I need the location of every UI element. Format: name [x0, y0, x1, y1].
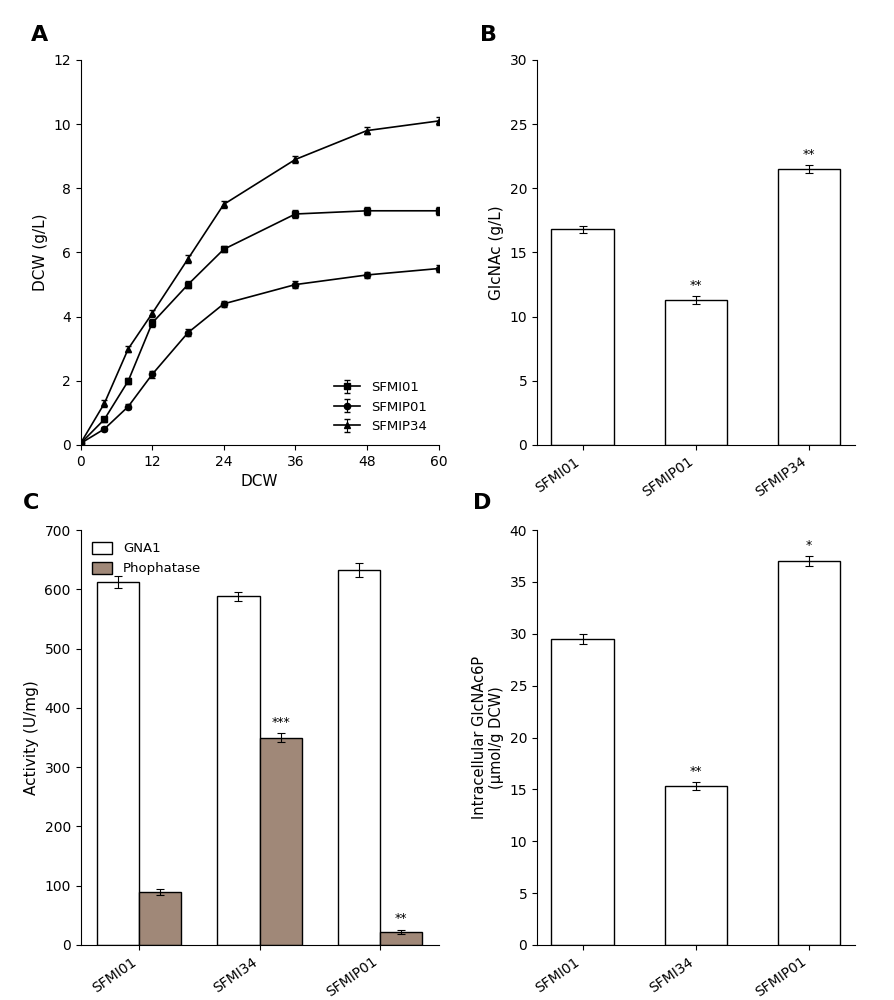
Bar [380, 932, 422, 945]
Text: **: ** [689, 765, 701, 778]
Bar [551, 639, 613, 945]
Bar [338, 570, 380, 945]
Bar [664, 300, 726, 445]
Text: **: ** [689, 279, 701, 292]
Text: C: C [23, 493, 39, 513]
Text: B: B [479, 25, 496, 45]
Text: **: ** [802, 148, 814, 161]
Bar [664, 786, 726, 945]
X-axis label: DCW: DCW [240, 474, 278, 489]
Text: D: D [473, 493, 492, 513]
Bar [777, 561, 839, 945]
Y-axis label: Intracellular GlcNAc6P
(μmol/g DCW): Intracellular GlcNAc6P (μmol/g DCW) [471, 656, 503, 819]
Bar [551, 229, 613, 445]
Legend: GNA1, Phophatase: GNA1, Phophatase [87, 537, 207, 581]
Text: A: A [30, 25, 47, 45]
Text: *: * [805, 539, 812, 552]
Legend: SFMI01, SFMIP01, SFMIP34: SFMI01, SFMIP01, SFMIP34 [328, 376, 432, 438]
Y-axis label: DCW (g/L): DCW (g/L) [32, 214, 47, 291]
Text: ***: *** [271, 716, 290, 729]
Y-axis label: GlcNAc (g/L): GlcNAc (g/L) [488, 205, 503, 300]
Y-axis label: Activity (U/mg): Activity (U/mg) [24, 680, 38, 795]
Bar [97, 582, 139, 945]
Bar [217, 596, 259, 945]
Bar [777, 169, 839, 445]
Bar [259, 738, 301, 945]
Text: **: ** [394, 912, 407, 925]
Bar [139, 892, 181, 945]
